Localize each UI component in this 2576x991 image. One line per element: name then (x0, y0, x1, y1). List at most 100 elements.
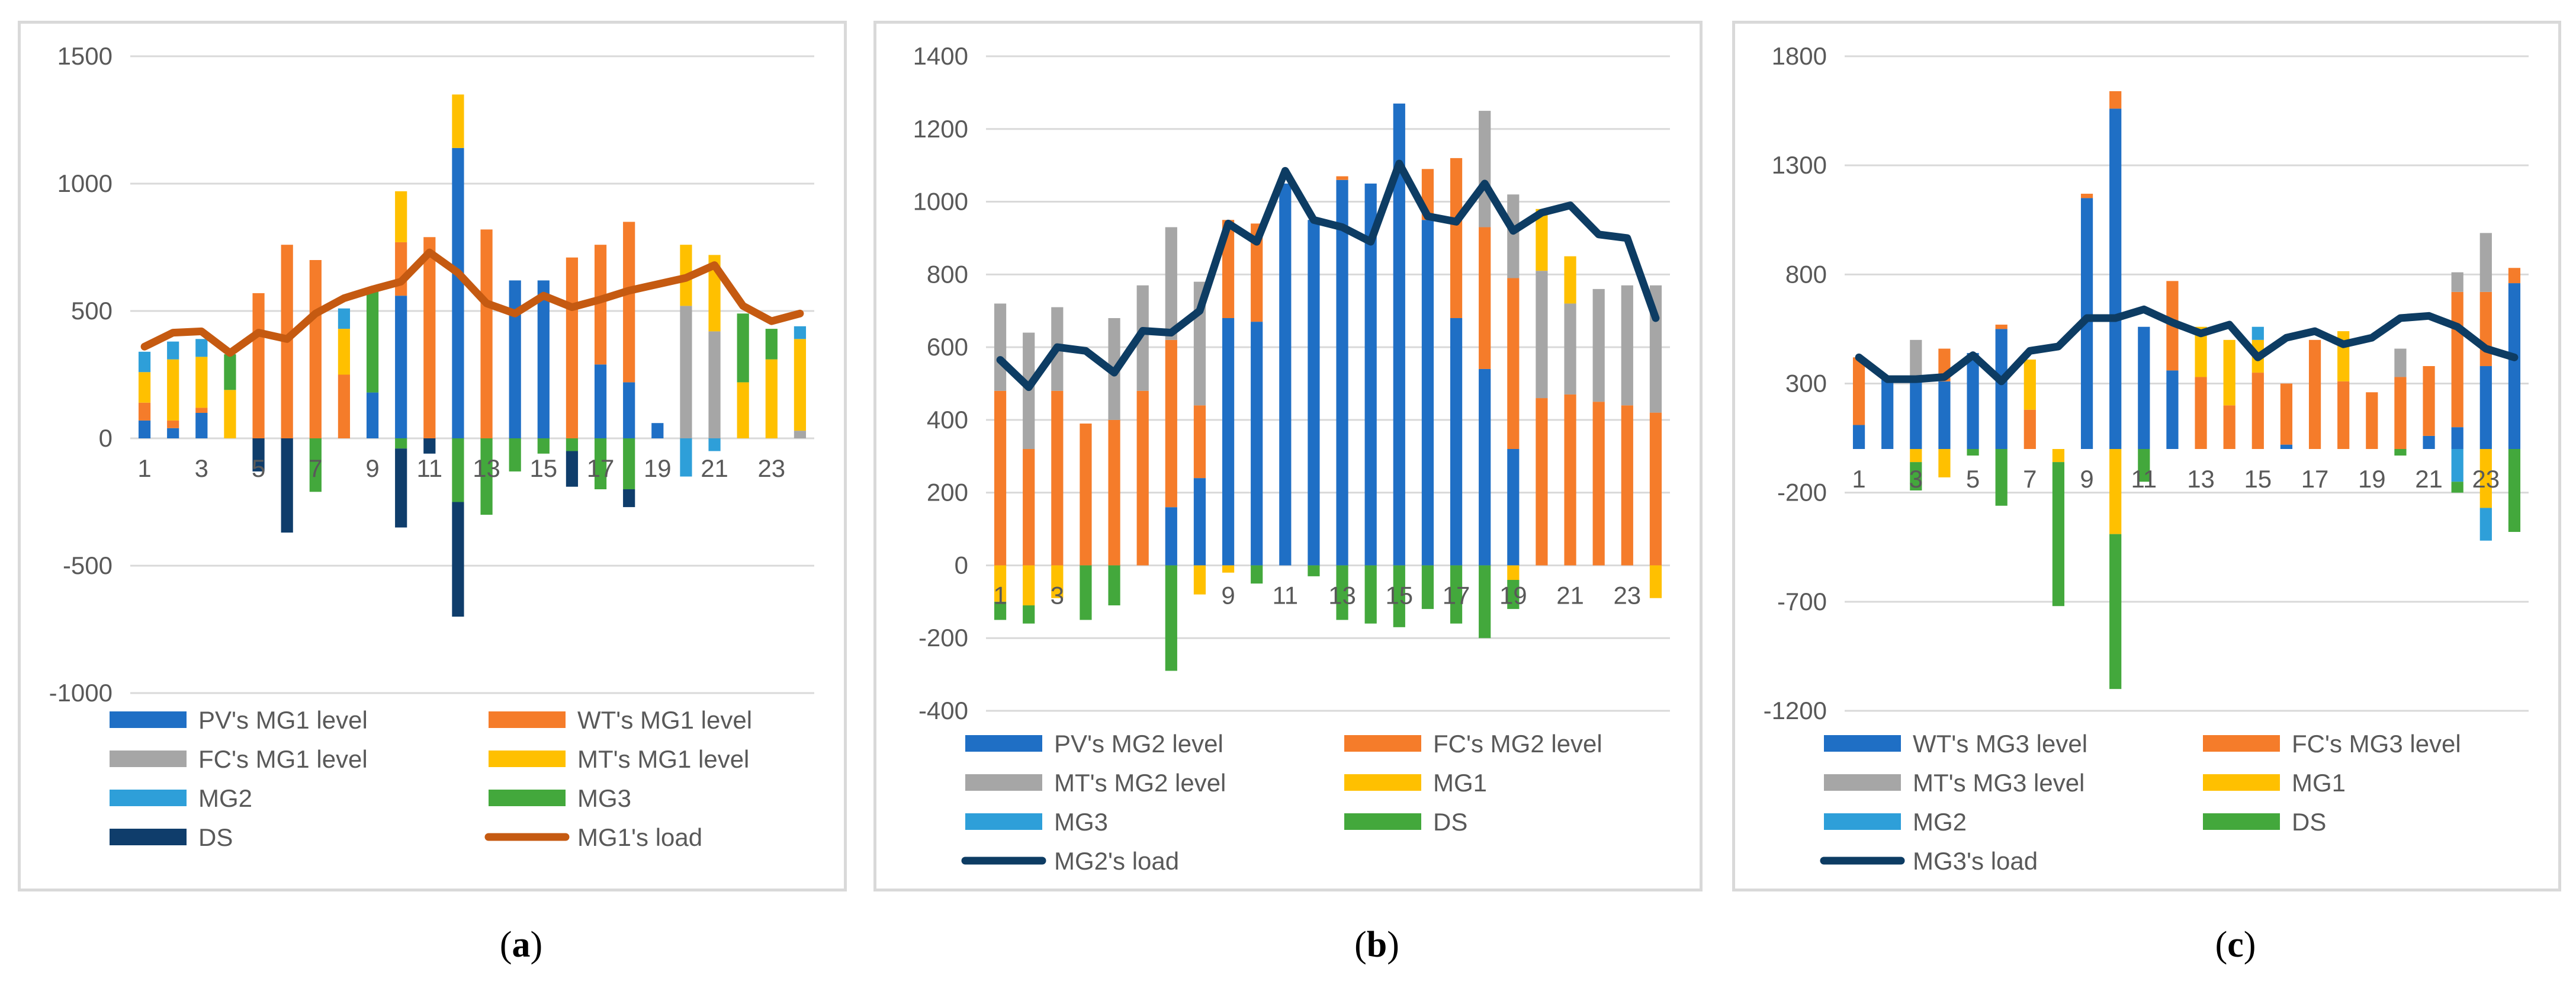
bar-segment (1023, 449, 1035, 566)
x-tick-label: 15 (2244, 465, 2272, 493)
bar-segment (338, 329, 351, 375)
bar-segment (2280, 444, 2293, 449)
bar-segment (195, 357, 208, 408)
legend-swatch (2203, 813, 2280, 830)
chart-panel-c: -1200 -700 -200 300 800 1300 1800 1 3 5 7 9 11 13 15 17… (1732, 21, 2561, 891)
y-tick-label: 400 (927, 406, 968, 434)
legend-swatch (110, 790, 187, 806)
caption-c: (c) (2147, 924, 2324, 966)
bar-segment (566, 257, 579, 438)
caption-letter: b (1366, 925, 1387, 965)
y-tick-label: -1200 (1764, 697, 1827, 724)
bar-segment (1564, 303, 1576, 395)
bar-segment (2479, 508, 2492, 541)
bar-segment (594, 364, 607, 438)
bar-segment (138, 402, 151, 421)
bar-segment (623, 382, 635, 438)
bar-segment (195, 413, 208, 438)
legend-label: MG3's load (1913, 847, 2038, 875)
x-tick-label: 7 (309, 454, 322, 482)
x-tick-label: 3 (195, 454, 208, 482)
x-tick-label: 1 (993, 581, 1007, 609)
legend-label: MT's MG3 level (1913, 769, 2084, 797)
x-tick-label: 15 (529, 454, 557, 482)
load-line (1855, 305, 2519, 386)
legend-label: MG1 (2292, 769, 2346, 797)
x-tick-label: 1 (137, 454, 151, 482)
legend-label: MG2's load (1054, 847, 1179, 875)
bar-segment (423, 438, 436, 454)
x-tick-label: 9 (2080, 465, 2093, 493)
bar-segment (1910, 449, 1922, 463)
bar-segment (1995, 329, 2008, 449)
bar-segment (1479, 368, 1491, 566)
bar-segment (1479, 227, 1491, 369)
bar-segment (2508, 283, 2521, 449)
bar-segment (281, 438, 293, 533)
bar-segment (1136, 285, 1149, 391)
legend-label: MG1 (1433, 769, 1487, 797)
bar-segment (338, 308, 351, 329)
x-tick-label: 9 (365, 454, 379, 482)
legend-label: FC's MG2 level (1433, 730, 1602, 758)
bar-segment (794, 431, 807, 438)
bar-segment (2337, 381, 2350, 449)
bar-segment (1336, 179, 1348, 566)
bar-segment (1251, 322, 1263, 566)
bar-segment (1251, 565, 1263, 584)
legend-label: PV's MG2 level (1054, 730, 1223, 758)
bar-segment (2023, 359, 2036, 410)
caption-paren-open: ( (1354, 925, 1367, 965)
bar-segment (2308, 339, 2321, 449)
bar-segment (138, 351, 151, 373)
bar-segment (1592, 288, 1605, 402)
x-tick-label: 5 (252, 454, 265, 482)
x-tick-label: 13 (2187, 465, 2215, 493)
x-tick-label: 21 (1556, 581, 1584, 609)
bar-segment (452, 94, 464, 148)
bar-segment (309, 438, 322, 492)
bar-segment (366, 290, 379, 393)
bar-segment (2508, 449, 2521, 532)
caption-b: (b) (1288, 924, 1466, 966)
bar-segment (2251, 326, 2264, 340)
bar-segment (994, 601, 1007, 620)
legend-swatch (965, 774, 1042, 791)
bar-segment (252, 293, 265, 438)
legend-label: MG2 (1913, 808, 1967, 836)
bar-segment (2251, 373, 2264, 449)
bar-segment (1108, 419, 1120, 566)
bar-segment (2080, 194, 2093, 198)
bar-segment (1910, 462, 1922, 490)
legend-label: WT's MG1 level (577, 706, 752, 734)
bar-segment (1251, 223, 1263, 322)
bar-segment (1165, 339, 1177, 508)
chart-panel-a: -1000 -500 0 500 1000 1500 1 3 5 7 9 11 13 15 17 19 21 23… (18, 21, 847, 891)
legend-label: MT's MG1 level (577, 745, 749, 773)
bar-segment (1536, 398, 1548, 566)
y-tick-label: 1300 (1772, 151, 1827, 179)
bar-segment (1193, 565, 1206, 595)
bar-segment (1336, 565, 1348, 620)
bar-segment (765, 329, 778, 360)
bar-segment (2052, 449, 2065, 463)
bar-segment (680, 306, 692, 438)
y-tick-label: 500 (71, 297, 113, 325)
bar-segment (195, 339, 208, 357)
bar-segment (423, 237, 436, 438)
bar-segment (1536, 209, 1548, 271)
bar-segment (224, 390, 236, 438)
bar-segment (138, 420, 151, 438)
bar-segment (395, 242, 407, 296)
bar-segment (2451, 482, 2463, 493)
bar-segment (1479, 565, 1491, 639)
bar-segment (2423, 366, 2435, 436)
bar-segment (1279, 183, 1292, 566)
bar-segment (2166, 370, 2179, 449)
bar-segment (1995, 325, 2008, 329)
bar-segment (1222, 565, 1235, 573)
bar-segment (2423, 435, 2435, 449)
bar-segment (1507, 565, 1520, 580)
bar-segment (765, 359, 778, 438)
